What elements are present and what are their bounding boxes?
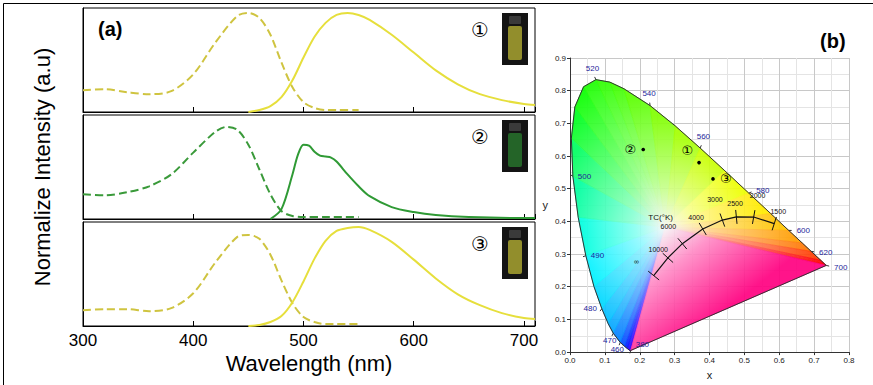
svg-text:700: 700	[510, 331, 538, 350]
svg-text:0.2: 0.2	[634, 356, 646, 365]
svg-text:0.0: 0.0	[564, 356, 576, 365]
svg-text:0.6: 0.6	[774, 356, 786, 365]
svg-text:0.4: 0.4	[704, 356, 716, 365]
svg-text:0.5: 0.5	[739, 356, 751, 365]
svg-text:0.8: 0.8	[555, 86, 567, 95]
svg-text:(a): (a)	[98, 18, 122, 40]
svg-text:4000: 4000	[688, 214, 704, 221]
svg-text:0.2: 0.2	[555, 282, 567, 291]
svg-text:y: y	[543, 199, 549, 211]
svg-text:①: ①	[681, 143, 693, 158]
svg-text:0.3: 0.3	[555, 250, 567, 259]
svg-text:500: 500	[289, 331, 317, 350]
svg-text:600: 600	[400, 331, 428, 350]
svg-text:580: 580	[756, 185, 770, 195]
svg-text:∞: ∞	[634, 258, 639, 265]
svg-text:520: 520	[586, 64, 600, 73]
svg-text:0.1: 0.1	[599, 356, 611, 365]
svg-text:6000: 6000	[660, 223, 676, 230]
svg-text:TC(°K): TC(°K)	[648, 213, 673, 222]
svg-text:x: x	[707, 369, 713, 381]
svg-text:③: ③	[471, 232, 489, 256]
svg-text:0.1: 0.1	[555, 315, 567, 324]
svg-text:0.6: 0.6	[555, 152, 567, 161]
svg-text:②: ②	[625, 142, 637, 157]
svg-text:380: 380	[636, 340, 650, 349]
svg-text:0.8: 0.8	[843, 356, 855, 365]
svg-text:Normalize Intensity (a.u): Normalize Intensity (a.u)	[30, 48, 55, 286]
svg-text:560: 560	[697, 132, 711, 141]
svg-text:1500: 1500	[770, 208, 786, 215]
svg-text:0.4: 0.4	[555, 217, 567, 226]
svg-text:0.7: 0.7	[809, 356, 821, 365]
svg-text:③: ③	[720, 171, 732, 186]
svg-text:0.3: 0.3	[669, 356, 681, 365]
svg-text:②: ②	[471, 125, 489, 149]
svg-text:600: 600	[797, 226, 811, 235]
svg-text:490: 490	[591, 251, 605, 260]
svg-text:620: 620	[819, 248, 833, 257]
svg-text:0.0: 0.0	[554, 347, 566, 357]
svg-text:480: 480	[583, 304, 597, 313]
svg-text:0.7: 0.7	[555, 119, 567, 128]
svg-text:400: 400	[179, 331, 207, 350]
svg-text:2500: 2500	[727, 200, 743, 207]
svg-text:0.5: 0.5	[555, 184, 567, 193]
svg-text:460: 460	[611, 345, 625, 354]
svg-text:(b): (b)	[820, 30, 846, 52]
svg-text:①: ①	[471, 18, 489, 42]
svg-text:500: 500	[578, 172, 592, 181]
svg-text:0.9: 0.9	[555, 54, 567, 63]
svg-text:2000: 2000	[750, 192, 766, 199]
svg-text:300: 300	[69, 331, 97, 350]
svg-text:700: 700	[834, 263, 848, 272]
svg-text:470: 470	[603, 336, 617, 345]
svg-text:10000: 10000	[648, 246, 668, 253]
svg-text:Wavelength (nm): Wavelength (nm)	[226, 351, 393, 376]
svg-text:540: 540	[642, 89, 656, 98]
svg-text:3000: 3000	[707, 196, 723, 203]
